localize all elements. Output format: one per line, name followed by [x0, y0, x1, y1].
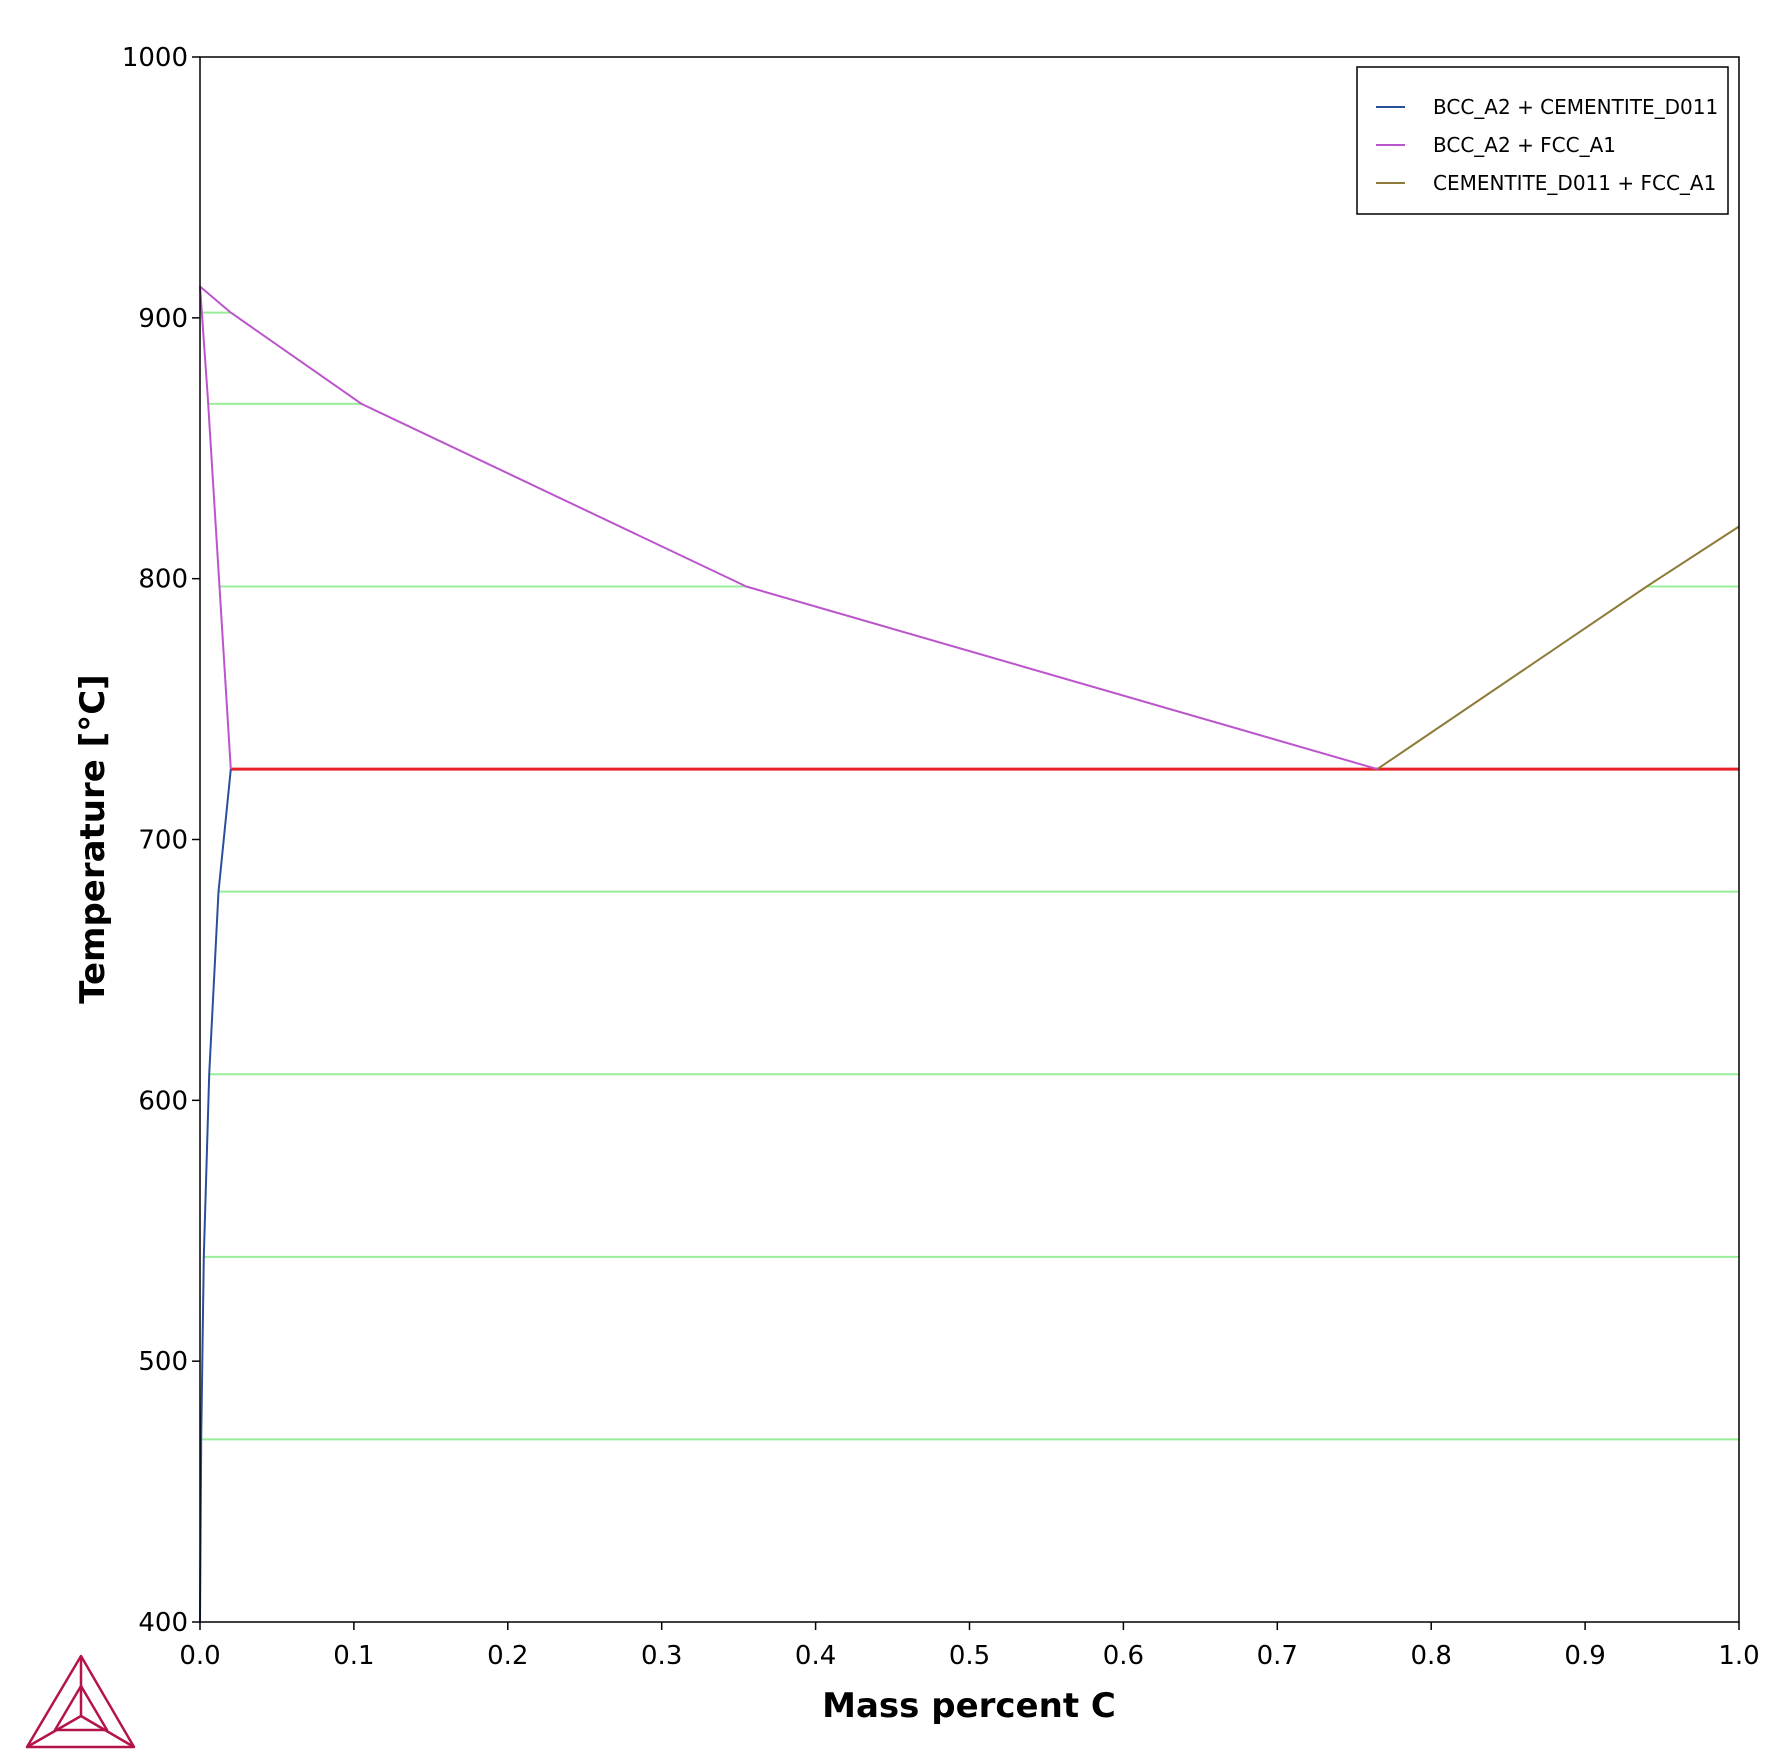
y-tick-label: 700 [138, 826, 188, 856]
series-line-2 [199, 285, 1378, 771]
x-tick-label: 0.2 [487, 1641, 528, 1671]
series-line-3 [1376, 525, 1740, 770]
x-tick-label: 0.3 [641, 1641, 682, 1671]
y-axis: 400 500 600 700 800 900 1000 [122, 43, 200, 1638]
y-tick-label: 800 [138, 565, 188, 595]
x-tick-label: 0.4 [795, 1641, 836, 1671]
thermo-calc-logo-icon [25, 1654, 136, 1749]
x-tick-label: 1.0 [1718, 1641, 1759, 1671]
legend-label: CEMENTITE_D011 + FCC_A1 [1433, 171, 1716, 195]
x-tick-label: 0.9 [1564, 1641, 1605, 1671]
y-tick-label: 900 [138, 304, 188, 334]
x-tick-label: 0.8 [1411, 1641, 1452, 1671]
legend-label: BCC_A2 + CEMENTITE_D011 [1433, 95, 1718, 119]
x-axis-title: Mass percent C [822, 1686, 1116, 1726]
y-tick-label: 400 [138, 1608, 188, 1638]
legend-box [1356, 66, 1729, 215]
legend: BCC_A2 + CEMENTITE_D011 BCC_A2 + FCC_A1 CE… [1356, 66, 1729, 215]
y-tick-label: 600 [138, 1086, 188, 1116]
x-tick-label: 0.5 [949, 1641, 990, 1671]
x-tick-label: 0.6 [1103, 1641, 1144, 1671]
tie-lines [200, 311, 1739, 1441]
x-tick-label: 0.7 [1257, 1641, 1298, 1671]
y-tick-label: 500 [138, 1347, 188, 1377]
y-tick-label: 1000 [122, 43, 188, 73]
x-tick-label: 0.0 [179, 1641, 220, 1671]
y-axis-title: Temperature [°C] [73, 674, 113, 1003]
phase-boundaries [199, 285, 1740, 1623]
x-axis: 0.0 0.1 0.2 0.3 0.4 0.5 0.6 0.7 0.8 0.9 1.0 [179, 1622, 1760, 1671]
x-tick-label: 0.1 [333, 1641, 374, 1671]
series-line-1 [199, 286, 232, 770]
legend-label: BCC_A2 + FCC_A1 [1433, 133, 1616, 157]
series-line-0 [199, 769, 232, 1623]
